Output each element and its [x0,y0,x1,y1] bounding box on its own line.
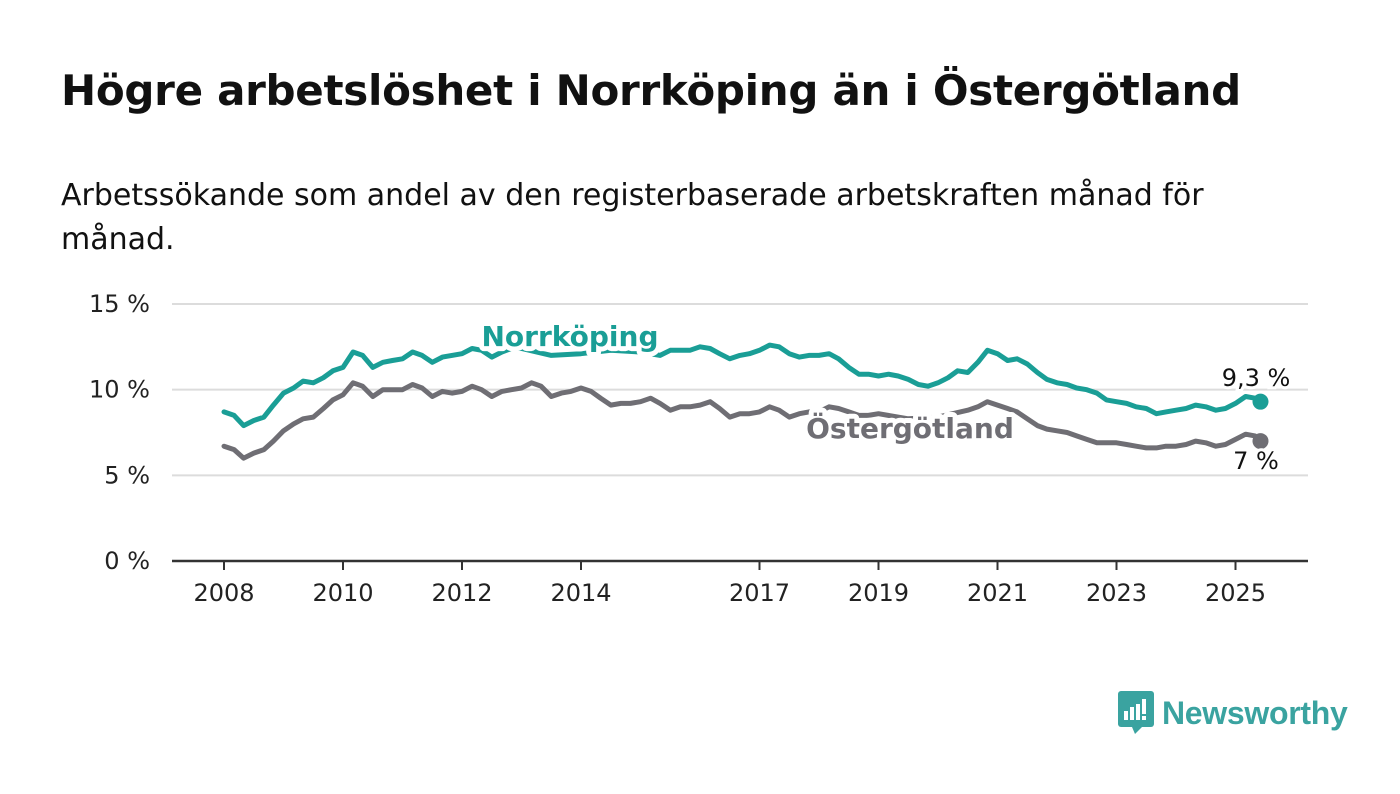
grid-lines [172,303,1308,563]
x-tick-label: 2023 [1086,579,1147,607]
series-line-ostergotland [221,380,1263,461]
y-tick-label: 5 % [104,461,150,489]
y-axis-ticks: 0 % 5 % 10 % 15 % [89,290,150,575]
x-tick-label: 2025 [1205,579,1266,607]
y-tick-label: 0 % [104,547,150,575]
x-axis-ticks: 2008 2010 2012 2014 2017 2019 2021 2023 2025 [193,561,1266,607]
x-tick-label: 2021 [967,579,1028,607]
x-tick-label: 2017 [729,579,790,607]
x-tick-label: 2014 [550,579,611,607]
end-value-label-norrkoping: 9,3 % [1222,364,1291,392]
series-end-point-norrkoping [1252,393,1269,410]
x-tick-label: 2010 [312,579,373,607]
series-labels: Norrköping Östergötland 9,3 % 7 % [476,315,1293,478]
bar-chart-speech-bubble-icon [1118,691,1154,734]
y-tick-label: 15 % [89,290,150,318]
y-tick-label: 10 % [89,376,150,404]
x-tick-label: 2008 [193,579,254,607]
series-lines [221,342,1269,461]
chart-title: Högre arbetslöshet i Norrköping än i Öst… [61,66,1241,115]
newsworthy-logo: Newsworthy [1118,690,1348,736]
brand-name: Newsworthy [1162,694,1348,731]
series-end-point-ostergotland [1252,433,1269,450]
x-tick-label: 2019 [848,579,909,607]
series-name-label-ostergotland: Östergötland [806,411,1014,445]
x-tick-label: 2012 [431,579,492,607]
chart-subtitle: Arbetssökande som andel av den registerb… [61,178,1204,257]
series-line-norrkoping [221,342,1263,429]
end-value-label-ostergotland: 7 % [1233,447,1279,475]
series-name-label-norrkoping: Norrköping [481,320,658,353]
